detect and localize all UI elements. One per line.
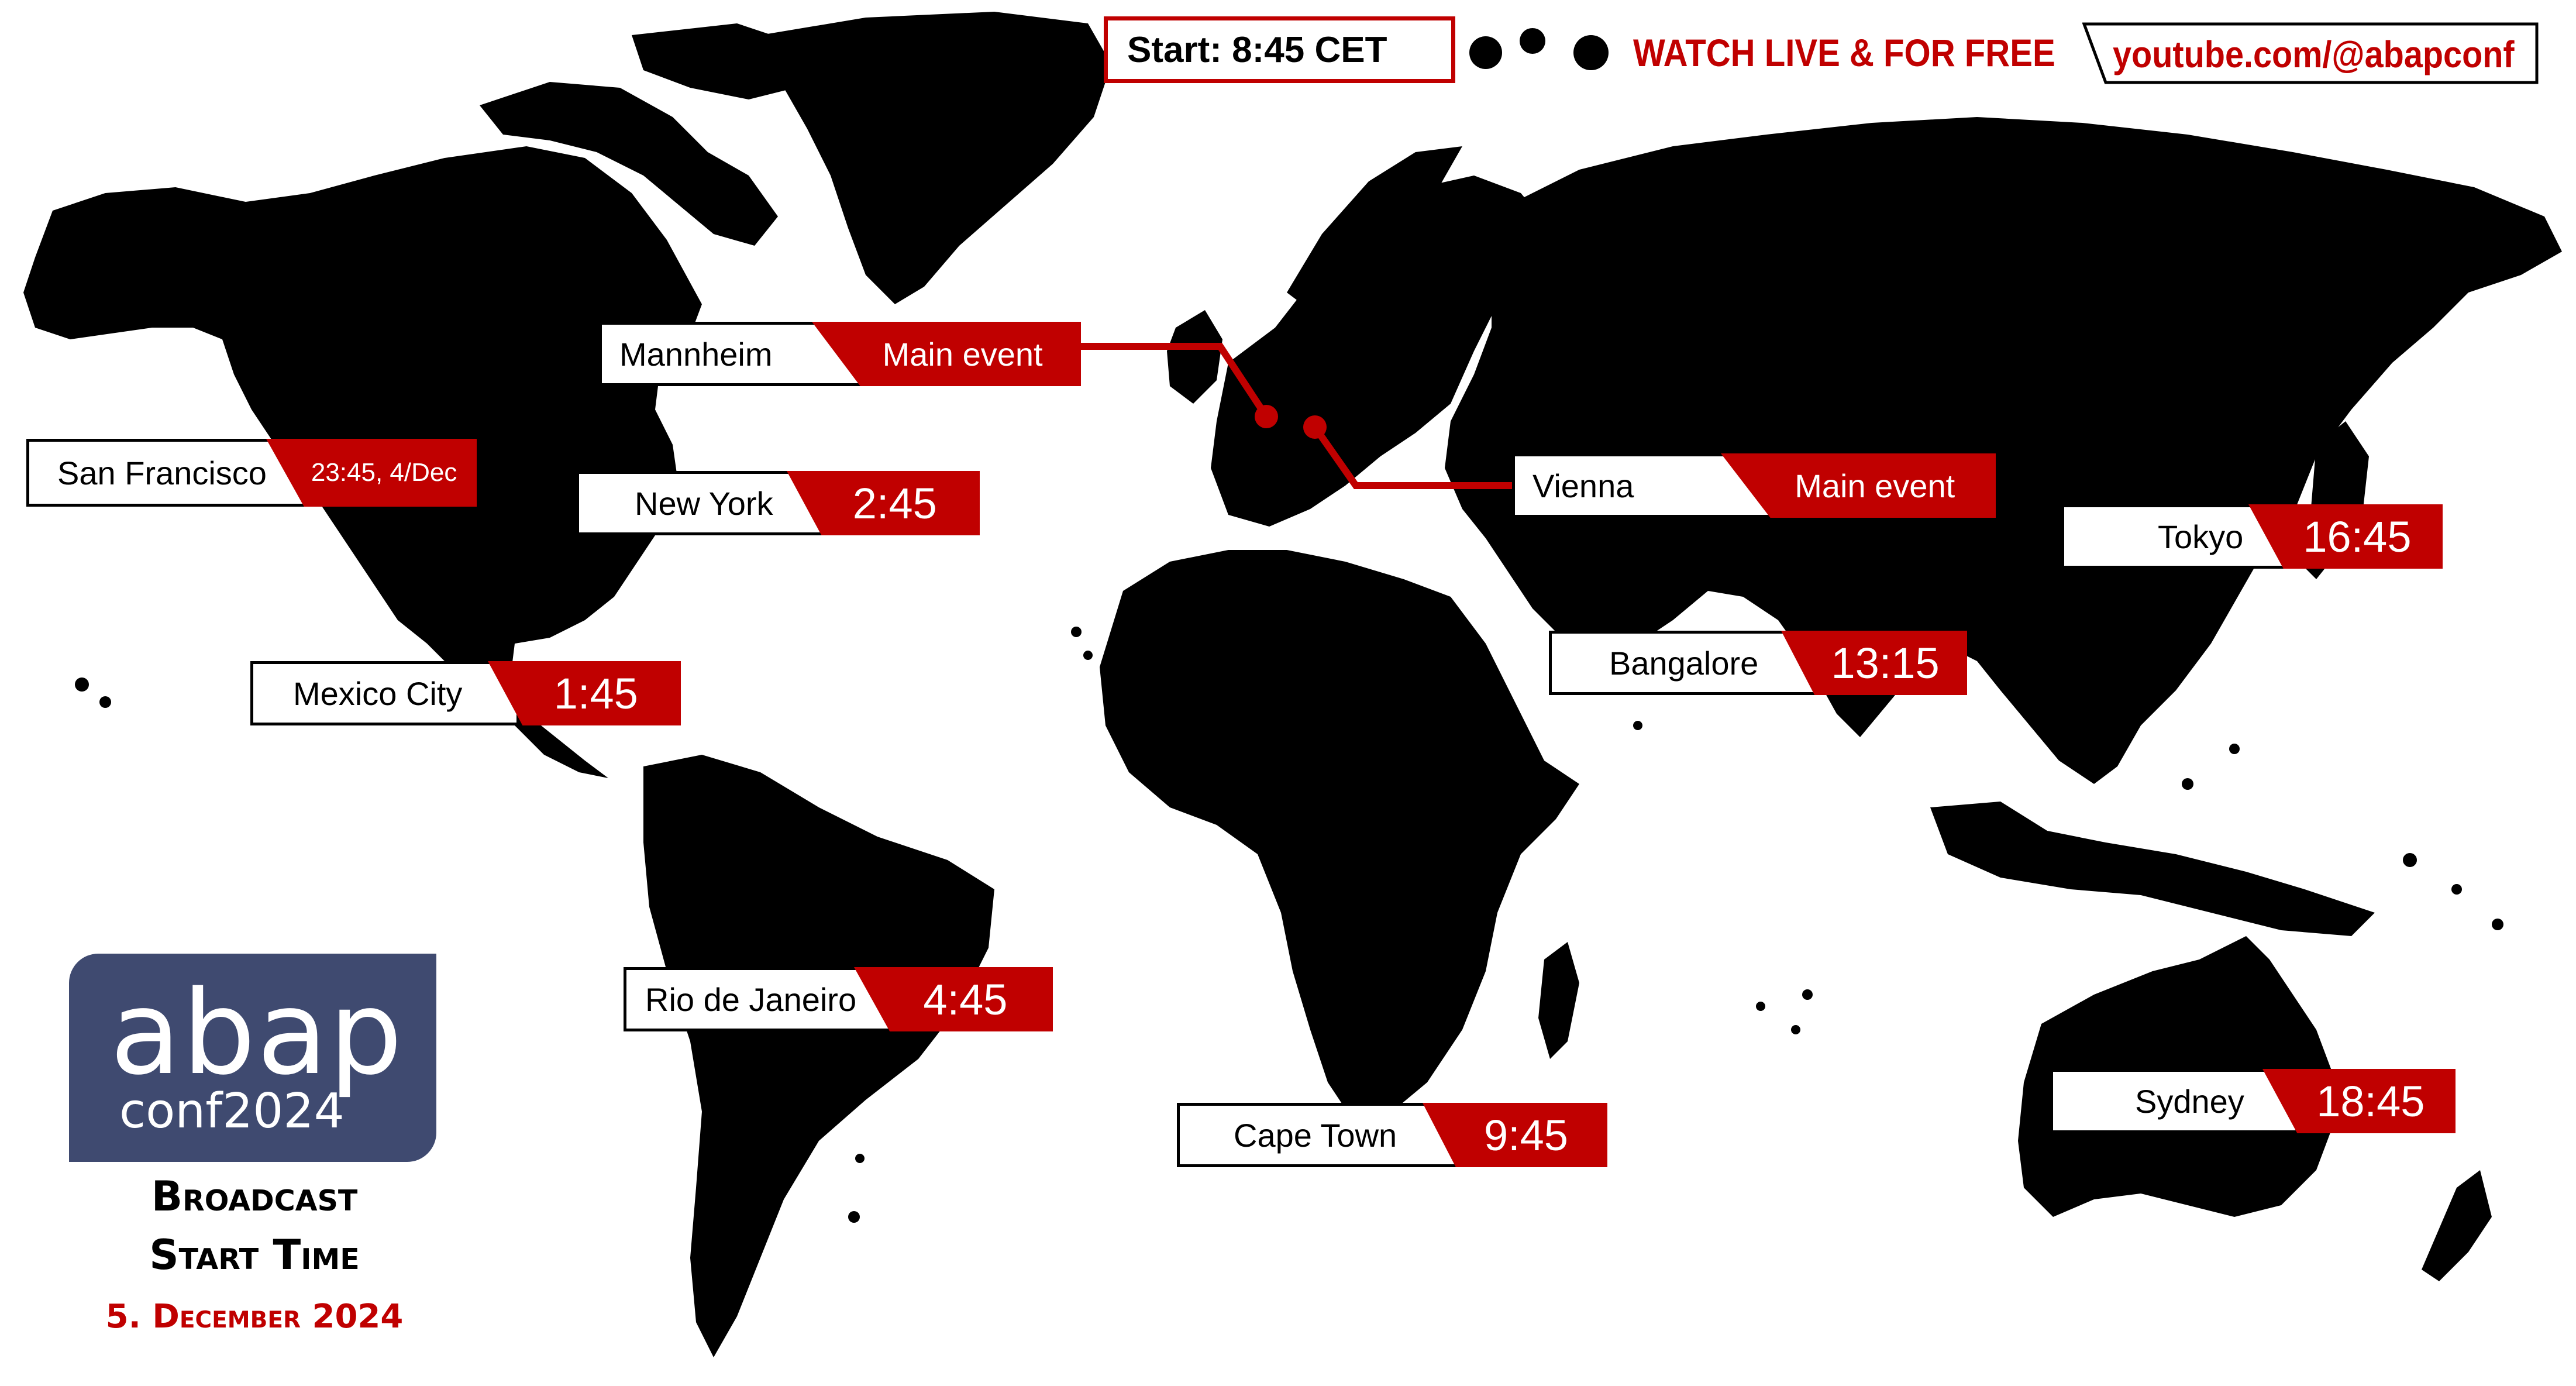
city-label-bangalore: Bangalore 13:15 bbox=[1549, 631, 1967, 695]
watch-live-text: WATCH LIVE & FOR FREE bbox=[1633, 31, 2055, 74]
youtube-link[interactable]: youtube.com/@abapconf bbox=[2082, 22, 2539, 84]
city-label-san-francisco: San Francisco 23:45, 4/Dec bbox=[26, 439, 477, 507]
new-zealand bbox=[2422, 1170, 2492, 1281]
city-name: Bangalore bbox=[1549, 631, 1824, 695]
abapconf-logo: abap conf2024 bbox=[69, 954, 436, 1162]
logo-line-2: conf2024 bbox=[119, 1084, 345, 1139]
city-name: New York bbox=[576, 471, 828, 535]
city-time: Main event bbox=[812, 322, 1081, 386]
city-label-rio-de-janeiro: Rio de Janeiro 4:45 bbox=[624, 967, 1053, 1031]
indonesia-islands bbox=[1930, 802, 2375, 936]
city-time: Main event bbox=[1721, 453, 1996, 518]
scandinavia bbox=[1287, 146, 1462, 310]
city-time: 13:15 bbox=[1781, 631, 1967, 695]
europe-landmass bbox=[1211, 176, 1550, 527]
caption-start-time: Start Time bbox=[149, 1231, 360, 1279]
city-label-cape-town: Cape Town 9:45 bbox=[1177, 1103, 1607, 1167]
asia-landmass bbox=[1445, 117, 2562, 784]
mannheim-marker bbox=[1255, 405, 1278, 428]
city-time: 16:45 bbox=[2248, 504, 2443, 569]
south-america-landmass bbox=[643, 755, 994, 1357]
city-time: 1:45 bbox=[488, 661, 681, 725]
africa-landmass bbox=[1100, 550, 1579, 1117]
mannheim-connector bbox=[1081, 343, 1270, 419]
city-label-sydney: Sydney 18:45 bbox=[2050, 1069, 2456, 1133]
start-time-box: Start: 8:45 CET bbox=[1104, 16, 1455, 83]
city-label-mexico-city: Mexico City 1:45 bbox=[250, 661, 681, 725]
city-name: Mexico City bbox=[250, 661, 519, 725]
city-name: San Francisco bbox=[26, 439, 330, 507]
baffin-island bbox=[632, 23, 807, 99]
city-label-new-york: New York 2:45 bbox=[576, 471, 980, 535]
city-label-mannheim: Mannheim Main event bbox=[599, 322, 1081, 386]
city-label-tokyo: Tokyo 16:45 bbox=[2061, 504, 2443, 569]
vienna-connector bbox=[1312, 425, 1512, 489]
youtube-link-frame bbox=[2082, 22, 2539, 84]
city-label-vienna: Vienna Main event bbox=[1512, 453, 1996, 518]
city-time: 23:45, 4/Dec bbox=[266, 439, 477, 507]
caption-broadcast: Broadcast bbox=[151, 1172, 358, 1220]
youtube-url[interactable]: youtube.com/@abapconf bbox=[2113, 33, 2515, 75]
start-time-text: Start: 8:45 CET bbox=[1127, 29, 1387, 70]
vienna-marker bbox=[1303, 415, 1327, 439]
city-time: 2:45 bbox=[787, 471, 980, 535]
british-isles bbox=[1167, 310, 1222, 404]
greenland bbox=[760, 12, 1111, 304]
city-name: Cape Town bbox=[1177, 1103, 1463, 1167]
city-name: Rio de Janeiro bbox=[624, 967, 898, 1031]
madagascar bbox=[1538, 942, 1579, 1059]
arctic-islands bbox=[480, 82, 778, 246]
city-time: 9:45 bbox=[1423, 1103, 1607, 1167]
city-time: 4:45 bbox=[854, 967, 1053, 1031]
logo-line-1: abap bbox=[110, 965, 404, 1100]
city-time: 18:45 bbox=[2262, 1069, 2456, 1133]
caption-date: 5. December 2024 bbox=[105, 1298, 404, 1336]
